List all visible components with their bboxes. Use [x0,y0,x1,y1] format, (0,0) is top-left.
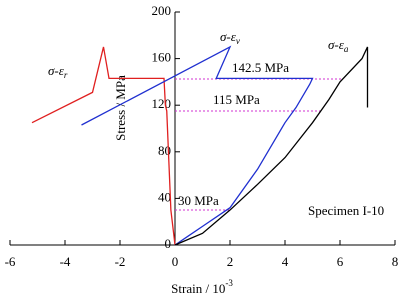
series-name: σ-ε [220,29,237,44]
x-tick-label: 6 [337,254,344,269]
series-label: σ-εr [48,63,68,80]
reference-label: 30 MPa [178,193,219,208]
series-name: σ-ε [328,37,345,52]
series-name: σ-ε [48,63,65,78]
y-tick-label: 0 [165,236,172,251]
x-axis-title-text: Strain / 10 [171,281,225,296]
reference-label: 142.5 MPa [232,60,289,75]
series-line [81,45,314,246]
series-subscript: a [344,44,349,54]
y-tick-label: 40 [158,189,171,204]
series-subscript: v [236,36,240,46]
y-axis-title: Stress / MPa [113,75,128,141]
x-axis-title: Strain / 10-3 [171,278,233,296]
y-tick-label: 160 [152,50,172,65]
y-tick-label: 200 [152,3,172,18]
x-tick-label: 4 [282,254,289,269]
x-tick-label: -2 [115,254,126,269]
x-tick-label: 8 [392,254,399,269]
x-tick-label: 0 [172,254,179,269]
x-tick-label: -4 [60,254,71,269]
series-label: σ-εv [220,29,240,46]
x-tick-label: -6 [5,254,16,269]
x-tick-label: 2 [227,254,234,269]
y-tick-label: 120 [152,96,172,111]
series-label: σ-εa [328,37,349,54]
reference-label: 115 MPa [213,92,260,107]
series-subscript: r [64,70,68,80]
series-line [31,46,176,246]
series-line [174,46,369,246]
annotation: Specimen I-10 [308,203,384,218]
x-axis-exponent: -3 [225,278,233,288]
